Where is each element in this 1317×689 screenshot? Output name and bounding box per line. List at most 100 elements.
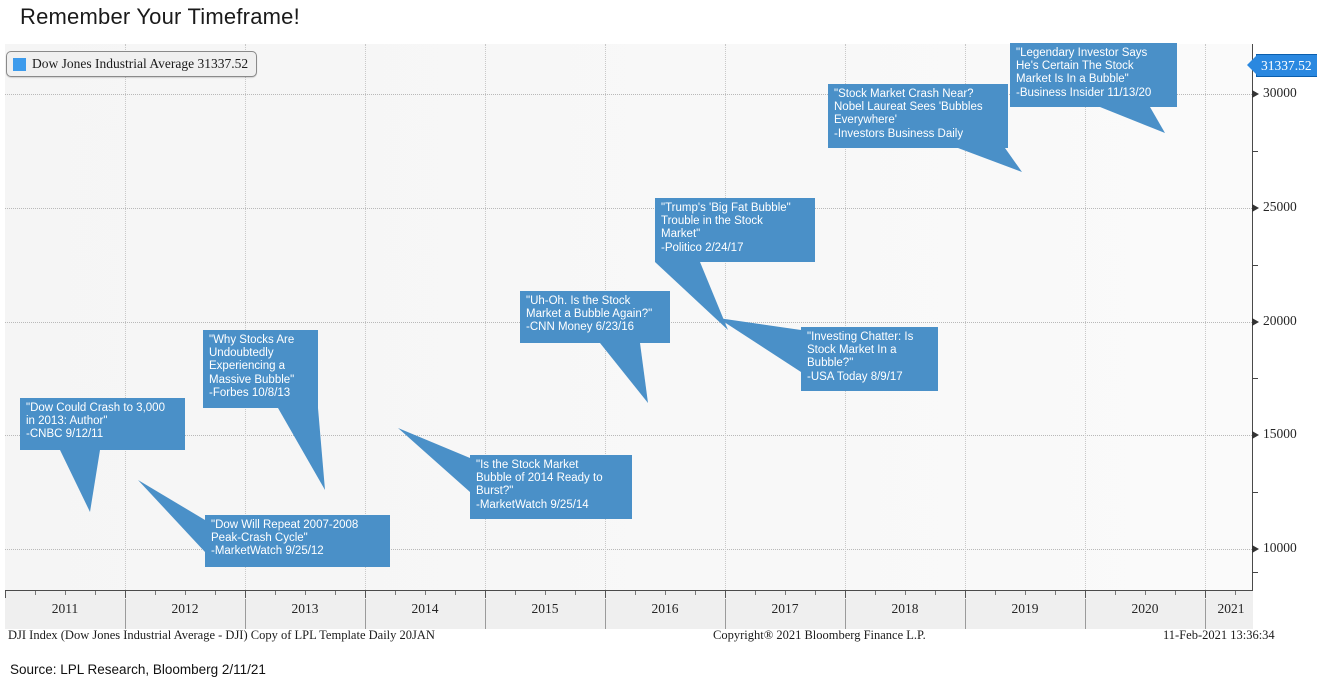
x-axis-label-2017: 2017 <box>771 601 799 616</box>
x-tick-minor <box>665 591 666 595</box>
legend-color-swatch <box>13 57 26 71</box>
x-tick-minor <box>1115 591 1116 595</box>
y-tick-20000 <box>1252 317 1259 326</box>
x-axis-separator <box>965 599 966 629</box>
gridline-year-2019 <box>965 44 966 590</box>
callout-ibd: "Stock Market Crash Near? Nobel Laureat … <box>828 84 1008 148</box>
callout-mw-2014: "Is the Stock Market Bubble of 2014 Read… <box>470 455 632 519</box>
x-tick-2015 <box>485 591 486 598</box>
gridline-year-2012 <box>125 44 126 590</box>
gridline-10000 <box>5 549 1252 551</box>
x-axis-separator <box>365 599 366 629</box>
gridline-year-2021 <box>1205 44 1206 590</box>
y-tick-10000 <box>1252 545 1259 554</box>
gridline-year-2014 <box>365 44 366 590</box>
y-axis-label-15000: 15000 <box>1263 426 1297 442</box>
price-flag-pointer <box>1247 54 1257 75</box>
callout-politico: "Trump's 'Big Fat Bubble" Trouble in the… <box>655 198 815 262</box>
x-tick-minor <box>935 591 936 595</box>
x-tick-2017 <box>725 591 726 598</box>
x-tick-minor <box>275 591 276 595</box>
callout-usatoday: "Investing Chatter: Is Stock Market In a… <box>801 327 938 391</box>
x-axis-label-2013: 2013 <box>291 601 319 616</box>
y-tick-minor <box>1252 571 1258 573</box>
callout-cnn: "Uh-Oh. Is the Stock Market a Bubble Aga… <box>520 291 670 343</box>
x-tick-minor <box>95 591 96 595</box>
x-tick-minor <box>1145 591 1146 595</box>
x-axis-separator <box>845 599 846 629</box>
gridline-year-2018 <box>845 44 846 590</box>
x-tick-minor <box>575 591 576 595</box>
x-tick-minor <box>1235 591 1236 595</box>
x-tick-minor <box>425 591 426 595</box>
x-tick-2018 <box>845 591 846 598</box>
source-note: Source: LPL Research, Bloomberg 2/11/21 <box>10 662 266 677</box>
x-tick-minor <box>1175 591 1176 595</box>
x-tick-minor <box>215 591 216 595</box>
x-tick-minor <box>305 591 306 595</box>
x-tick-2014 <box>365 591 366 598</box>
x-tick-2013 <box>245 591 246 598</box>
callout-cnbc: "Dow Could Crash to 3,000 in 2013: Autho… <box>20 398 185 450</box>
y-tick-minor <box>1252 150 1258 152</box>
x-tick-2012 <box>125 591 126 598</box>
x-axis-separator <box>605 599 606 629</box>
x-tick-minor <box>545 591 546 595</box>
y-tick-30000 <box>1252 90 1259 99</box>
callout-businessins: "Legendary Investor Says He's Certain Th… <box>1010 43 1177 107</box>
x-tick-minor <box>815 591 816 595</box>
x-tick-2011 <box>5 591 6 598</box>
x-tick-minor <box>455 591 456 595</box>
y-axis: 31337.52 10000 15000 20000 25000 30000 <box>1247 44 1317 596</box>
footer-center-text: Copyright® 2021 Bloomberg Finance L.P. <box>713 628 926 642</box>
x-tick-2016 <box>605 591 606 598</box>
x-axis-separator <box>125 599 126 629</box>
y-tick-minor <box>1252 492 1258 494</box>
x-tick-minor <box>875 591 876 595</box>
x-axis-separator <box>485 599 486 629</box>
x-tick-minor <box>755 591 756 595</box>
gridline-30000 <box>5 94 1252 96</box>
x-axis-separator <box>1205 599 1206 629</box>
x-tick-2021 <box>1205 591 1206 598</box>
x-axis-separator <box>725 599 726 629</box>
callout-mw-2012: "Dow Will Repeat 2007-2008 Peak-Crash Cy… <box>205 515 390 567</box>
x-axis: 2011 2012 2013 2014 2015 2016 2017 2018 2019 2020… <box>5 590 1253 629</box>
x-tick-minor <box>65 591 66 595</box>
x-tick-minor <box>635 591 636 595</box>
x-tick-minor <box>695 591 696 595</box>
x-axis-label-2011: 2011 <box>51 601 79 616</box>
x-axis-label-2019: 2019 <box>1011 601 1039 616</box>
bloomberg-footer: DJI Index (Dow Jones Industrial Average … <box>5 628 1317 650</box>
x-axis-separator <box>1085 599 1086 629</box>
x-axis-label-2015: 2015 <box>531 601 559 616</box>
y-tick-minor <box>1252 264 1258 266</box>
footer-left-text: DJI Index (Dow Jones Industrial Average … <box>8 628 435 642</box>
x-tick-minor <box>905 591 906 595</box>
gridline-15000 <box>5 435 1252 437</box>
x-tick-2019 <box>965 591 966 598</box>
x-tick-minor <box>395 591 396 595</box>
x-axis-label-2012: 2012 <box>171 601 199 616</box>
chart-plot-area: "Dow Could Crash to 3,000 in 2013: Autho… <box>5 43 1253 590</box>
legend-label: Dow Jones Industrial Average 31337.52 <box>32 56 249 71</box>
gridline-year-2013 <box>245 44 246 590</box>
y-axis-label-10000: 10000 <box>1263 540 1297 556</box>
y-tick-minor <box>1252 378 1258 380</box>
x-tick-minor <box>185 591 186 595</box>
y-axis-label-30000: 30000 <box>1263 85 1297 101</box>
chart-legend[interactable]: Dow Jones Industrial Average 31337.52 <box>6 51 258 77</box>
x-tick-2020 <box>1085 591 1086 598</box>
gridline-year-2020 <box>1085 44 1086 590</box>
x-tick-minor <box>995 591 996 595</box>
x-axis-label-2014: 2014 <box>411 601 439 616</box>
x-axis-label-2016: 2016 <box>651 601 679 616</box>
footer-right-text: 11-Feb-2021 13:36:34 <box>1163 628 1275 642</box>
callout-forbes: "Why Stocks Are Undoubtedly Experiencing… <box>203 330 318 408</box>
x-tick-minor <box>1055 591 1056 595</box>
x-tick-minor <box>1025 591 1026 595</box>
x-tick-minor <box>515 591 516 595</box>
gridline-year-2015 <box>485 44 486 590</box>
gridline-25000 <box>5 207 1252 209</box>
x-tick-minor <box>335 591 336 595</box>
